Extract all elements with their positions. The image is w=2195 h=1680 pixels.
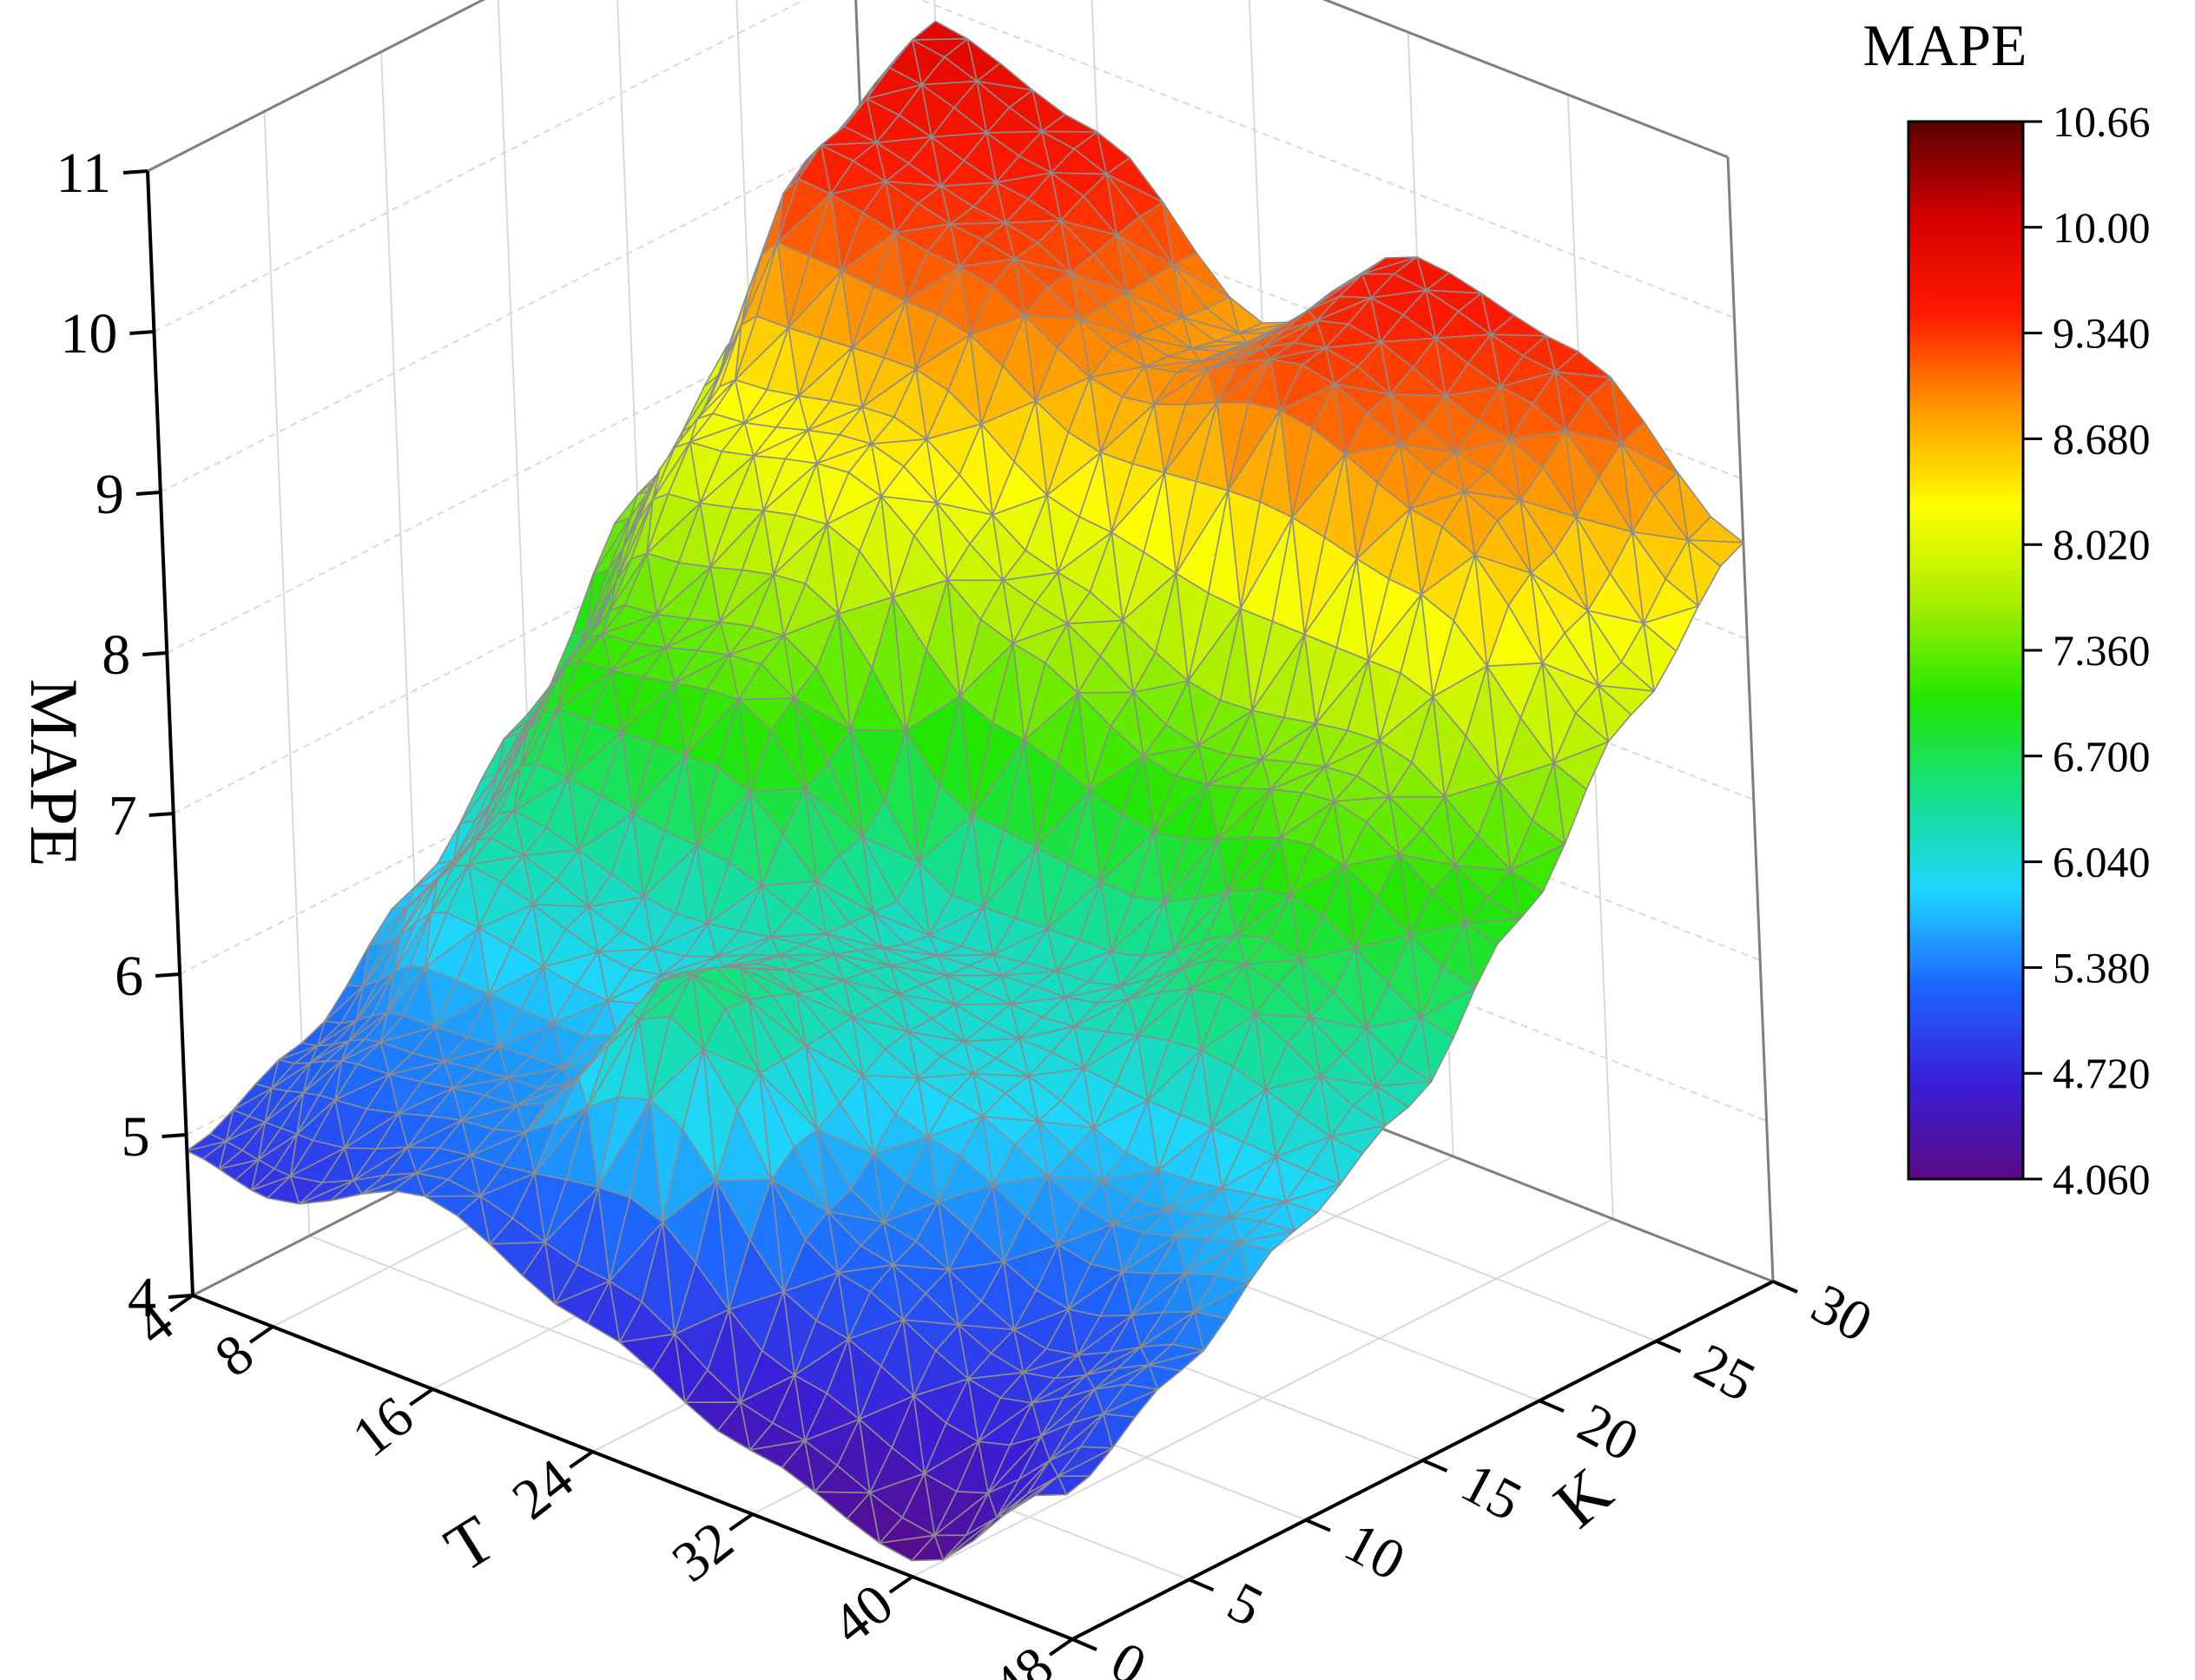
y-tick xyxy=(1655,1339,1682,1354)
surface-mesh xyxy=(186,20,1744,1562)
x-axis-line xyxy=(192,1294,1073,1641)
z-tick xyxy=(142,651,168,656)
x-axis-title: T xyxy=(432,1500,508,1586)
surface-facet xyxy=(911,1534,945,1562)
x-tick-label: 8 xyxy=(203,1321,265,1389)
wall-grid-line xyxy=(166,294,868,654)
z-tick xyxy=(161,1133,187,1138)
x-tick xyxy=(888,1575,913,1594)
z-tick xyxy=(155,972,181,978)
colorbar: MAPE 4.060 4.720 5.380 6.040 6.700 7.360 8.020… xyxy=(1863,12,2151,1203)
z-tick xyxy=(148,812,174,817)
x-tick xyxy=(168,1294,194,1313)
surface-facet xyxy=(846,1492,880,1545)
wall-grid-line xyxy=(173,455,875,814)
z-axis-title: MAPE xyxy=(16,679,92,867)
surface-facet xyxy=(972,1514,1005,1541)
z-tick-label: 5 xyxy=(122,1105,150,1169)
surface-facet xyxy=(267,1175,300,1205)
x-tick xyxy=(409,1387,434,1407)
y-tick xyxy=(1772,1280,1798,1294)
colorbar-tick-label: 10.66 xyxy=(2053,97,2151,146)
colorbar-title: MAPE xyxy=(1863,12,2027,78)
surface-facet xyxy=(781,1440,815,1493)
surface-facet xyxy=(521,1242,557,1305)
surface-facet xyxy=(234,1159,260,1191)
y-tick xyxy=(1539,1399,1565,1413)
x-tick-label: 24 xyxy=(501,1446,585,1532)
x-tick-label: 16 xyxy=(341,1384,425,1469)
y-tick-label: 5 xyxy=(1217,1570,1272,1639)
y-tick-label: 30 xyxy=(1802,1272,1882,1354)
colorbar-ticks: 4.060 4.720 5.380 6.040 6.700 7.360 8.020 8.680… xyxy=(2023,97,2151,1203)
z-tick-label: 4 xyxy=(128,1266,156,1329)
pane-edge xyxy=(147,0,486,173)
pane-edge xyxy=(1322,0,1729,159)
surface-facet xyxy=(651,1333,686,1403)
z-tick-label: 8 xyxy=(102,623,130,687)
colorbar-tick-label: 10.00 xyxy=(2053,203,2151,252)
surface-facet xyxy=(1034,1475,1068,1497)
colorbar-tick-label: 6.040 xyxy=(2053,838,2151,886)
surface-facet xyxy=(202,1140,227,1170)
z-tick-label: 7 xyxy=(109,784,137,847)
z-tick xyxy=(129,330,155,335)
x-tick-label: 32 xyxy=(661,1509,745,1594)
y-tick xyxy=(1188,1578,1215,1592)
y-tick xyxy=(1305,1518,1331,1532)
y-tick-label: 10 xyxy=(1335,1510,1415,1592)
colorbar-gradient xyxy=(1907,120,2025,1181)
surface-facet xyxy=(329,1179,363,1202)
x-tick xyxy=(248,1325,274,1344)
colorbar-tick-label: 8.020 xyxy=(2053,520,2151,569)
colorbar-tick-label: 9.340 xyxy=(2053,309,2151,358)
z-tick-label: 11 xyxy=(56,142,111,205)
surface-facet xyxy=(586,1280,621,1343)
wall-grid-line xyxy=(153,0,806,333)
y-tick-label: 15 xyxy=(1451,1451,1532,1533)
x-tick xyxy=(569,1450,594,1469)
y-tick xyxy=(1421,1459,1448,1472)
z-tick-label: 6 xyxy=(115,945,143,1008)
x-tick xyxy=(1048,1637,1074,1657)
z-tick xyxy=(135,491,161,496)
z-axis-line xyxy=(146,170,194,1296)
colorbar-tick-label: 8.680 xyxy=(2053,414,2151,463)
surface-facet xyxy=(392,1172,426,1197)
x-tick xyxy=(728,1512,754,1532)
colorbar-tick-label: 6.700 xyxy=(2053,732,2151,781)
z-tick-label: 9 xyxy=(96,463,124,526)
colorbar-tick-label: 7.360 xyxy=(2053,626,2151,675)
z-tick xyxy=(122,169,148,175)
x-tick-label: 40 xyxy=(821,1571,905,1657)
y-tick-label: 25 xyxy=(1684,1331,1765,1413)
surface-facet xyxy=(716,1401,751,1451)
y-tick-label: 0 xyxy=(1101,1630,1156,1680)
pane-edge xyxy=(1726,156,1775,1282)
z-tick-label: 10 xyxy=(60,302,117,366)
colorbar-tick-label: 4.060 xyxy=(2053,1155,2151,1203)
colorbar-tick-label: 4.720 xyxy=(2053,1049,2151,1097)
z-tick xyxy=(168,1294,194,1299)
x-tick-label: 48 xyxy=(980,1634,1065,1680)
surface-facet xyxy=(456,1195,491,1245)
colorbar-tick-label: 5.380 xyxy=(2053,943,2151,992)
wall-grid-line xyxy=(160,134,862,493)
surface-facet xyxy=(911,20,969,41)
y-tick xyxy=(1071,1637,1098,1651)
